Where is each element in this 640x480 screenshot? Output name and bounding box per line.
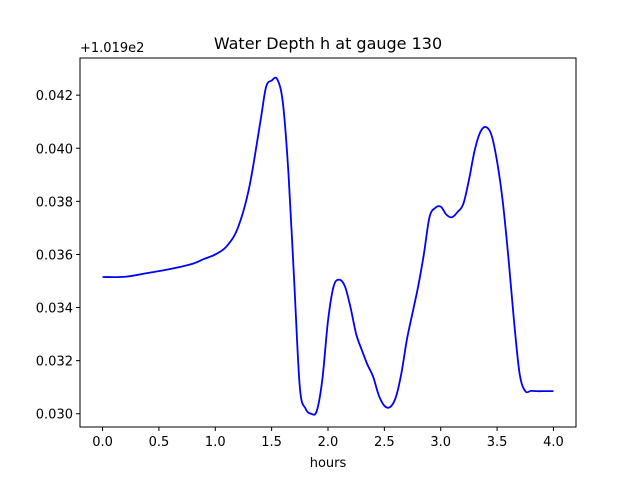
y-tick-label: 0.036 bbox=[36, 248, 73, 263]
x-axis-label: hours bbox=[310, 456, 347, 471]
x-tick-label: 3.5 bbox=[487, 435, 508, 450]
x-tick-label: 2.0 bbox=[318, 435, 339, 450]
y-tick-label: 0.032 bbox=[36, 355, 73, 370]
x-ticks: 0.0 0.5 1.0 1.5 2.0 2.5 3.0 3.5 4.0 bbox=[92, 427, 564, 450]
plot-frame bbox=[79, 57, 577, 428]
y-tick-label: 0.038 bbox=[36, 195, 73, 210]
x-tick-label: 1.0 bbox=[205, 435, 226, 450]
y-tick-label: 0.040 bbox=[36, 142, 73, 157]
x-tick-label: 0.5 bbox=[149, 435, 170, 450]
x-tick-label: 1.5 bbox=[261, 435, 282, 450]
y-tick-label: 0.042 bbox=[36, 89, 73, 104]
x-tick-label: 4.0 bbox=[543, 435, 564, 450]
series-line bbox=[102, 76, 554, 416]
y-ticks: 0.030 0.032 0.034 0.036 0.038 0.040 0.042 bbox=[36, 89, 80, 423]
y-tick-label: 0.030 bbox=[36, 408, 73, 423]
x-tick-label: 2.5 bbox=[374, 435, 395, 450]
y-offset-label: +1.019e2 bbox=[80, 41, 144, 56]
x-tick-label: 3.0 bbox=[430, 435, 451, 450]
chart-title: Water Depth h at gauge 130 bbox=[214, 34, 442, 53]
y-tick-label: 0.034 bbox=[36, 302, 73, 317]
x-tick-label: 0.0 bbox=[92, 435, 113, 450]
